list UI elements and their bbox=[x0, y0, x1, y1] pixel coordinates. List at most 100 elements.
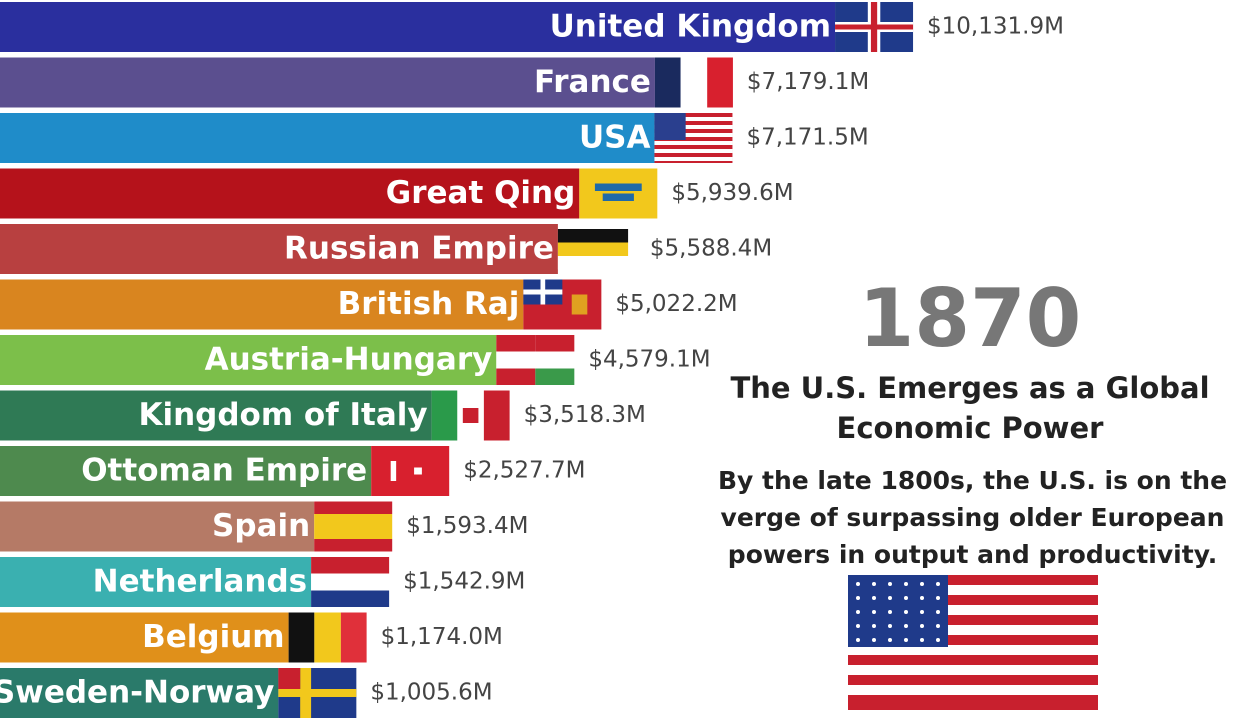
bar-label: Russian Empire bbox=[284, 231, 554, 267]
flag-part bbox=[535, 351, 575, 369]
flag-part bbox=[535, 368, 575, 385]
star bbox=[872, 596, 876, 600]
star bbox=[888, 610, 892, 614]
bar bbox=[0, 113, 655, 163]
bar bbox=[0, 390, 432, 441]
flag-part bbox=[654, 141, 733, 145]
bar-label: Austria-Hungary bbox=[205, 342, 493, 378]
flag-part bbox=[314, 514, 393, 539]
flag bbox=[278, 668, 357, 718]
bar-label: Netherlands bbox=[93, 564, 307, 600]
bar bbox=[0, 557, 312, 607]
bar-label: British Raj bbox=[338, 286, 520, 322]
bar-label: United Kingdom bbox=[550, 9, 831, 45]
bar bbox=[0, 446, 372, 496]
flag bbox=[835, 2, 914, 52]
value-label: $3,518.3M bbox=[524, 402, 646, 428]
star bbox=[920, 582, 924, 586]
value-label: $4,579.1M bbox=[588, 347, 710, 373]
flag bbox=[654, 57, 733, 108]
bar bbox=[0, 335, 497, 385]
star bbox=[888, 582, 892, 586]
headline: The U.S. Emerges as a Global Economic Po… bbox=[730, 371, 1210, 445]
flag-part bbox=[707, 57, 733, 108]
bar bbox=[0, 2, 836, 52]
flag-part bbox=[340, 612, 367, 663]
flag-part bbox=[496, 351, 536, 369]
star bbox=[936, 596, 940, 600]
bar-label: Kingdom of Italy bbox=[138, 397, 427, 433]
flag-part bbox=[654, 57, 681, 108]
flag-part bbox=[557, 242, 629, 256]
bar-label: Sweden-Norway bbox=[0, 675, 274, 711]
flag-part bbox=[288, 612, 315, 663]
value-label: $1,593.4M bbox=[406, 513, 528, 539]
star bbox=[856, 596, 860, 600]
star bbox=[904, 610, 908, 614]
flag bbox=[496, 335, 575, 385]
flag-part bbox=[278, 668, 301, 689]
bar-label: USA bbox=[579, 120, 651, 156]
value-label: $1,542.9M bbox=[403, 569, 525, 595]
star bbox=[936, 624, 940, 628]
bar bbox=[0, 57, 655, 108]
flag-part bbox=[311, 573, 390, 591]
bar bbox=[0, 612, 289, 663]
flag-part bbox=[654, 133, 733, 137]
year: 1870 bbox=[858, 272, 1082, 365]
flag bbox=[579, 168, 658, 219]
flag-part bbox=[571, 294, 588, 315]
value-label: $7,171.5M bbox=[746, 125, 868, 151]
big-flag bbox=[848, 575, 1098, 710]
bar-label: Great Qing bbox=[386, 175, 576, 211]
star bbox=[936, 582, 940, 586]
flag-part bbox=[654, 149, 733, 153]
value-label: $1,005.6M bbox=[370, 680, 492, 706]
value-label: $7,179.1M bbox=[747, 69, 869, 95]
value-label: $5,022.2M bbox=[615, 291, 737, 317]
value-label: $5,588.4M bbox=[650, 236, 772, 262]
star bbox=[920, 638, 924, 642]
flag-part bbox=[594, 183, 642, 191]
flag bbox=[314, 501, 393, 552]
flag-part bbox=[462, 408, 479, 423]
flag-part bbox=[654, 125, 733, 129]
flag bbox=[431, 390, 510, 441]
star bbox=[872, 582, 876, 586]
flag bbox=[523, 279, 602, 330]
star bbox=[888, 624, 892, 628]
flag-part bbox=[414, 467, 422, 475]
star bbox=[856, 610, 860, 614]
value-label: $1,174.0M bbox=[381, 624, 503, 650]
star bbox=[936, 610, 940, 614]
bar bbox=[0, 168, 580, 219]
flag-part bbox=[314, 612, 341, 663]
bar bbox=[0, 668, 279, 718]
flag-part bbox=[431, 390, 458, 441]
flag bbox=[557, 229, 629, 270]
flag-part bbox=[654, 157, 733, 161]
annotation-text: By the late 1800s, the U.S. is on the ve… bbox=[717, 466, 1228, 569]
star bbox=[936, 638, 940, 642]
value-label: $10,131.9M bbox=[927, 14, 1064, 40]
flag-part bbox=[278, 689, 357, 697]
star bbox=[920, 624, 924, 628]
star bbox=[904, 624, 908, 628]
star bbox=[872, 624, 876, 628]
flag-part bbox=[314, 501, 393, 514]
flag-part bbox=[396, 461, 412, 481]
star bbox=[888, 638, 892, 642]
flag-part bbox=[540, 279, 546, 305]
flag bbox=[371, 446, 450, 496]
star bbox=[856, 624, 860, 628]
bar bbox=[0, 224, 558, 274]
bar bbox=[0, 279, 524, 330]
star bbox=[856, 582, 860, 586]
bar-label: France bbox=[534, 64, 651, 100]
star bbox=[904, 638, 908, 642]
star bbox=[920, 596, 924, 600]
star bbox=[904, 582, 908, 586]
star bbox=[872, 638, 876, 642]
